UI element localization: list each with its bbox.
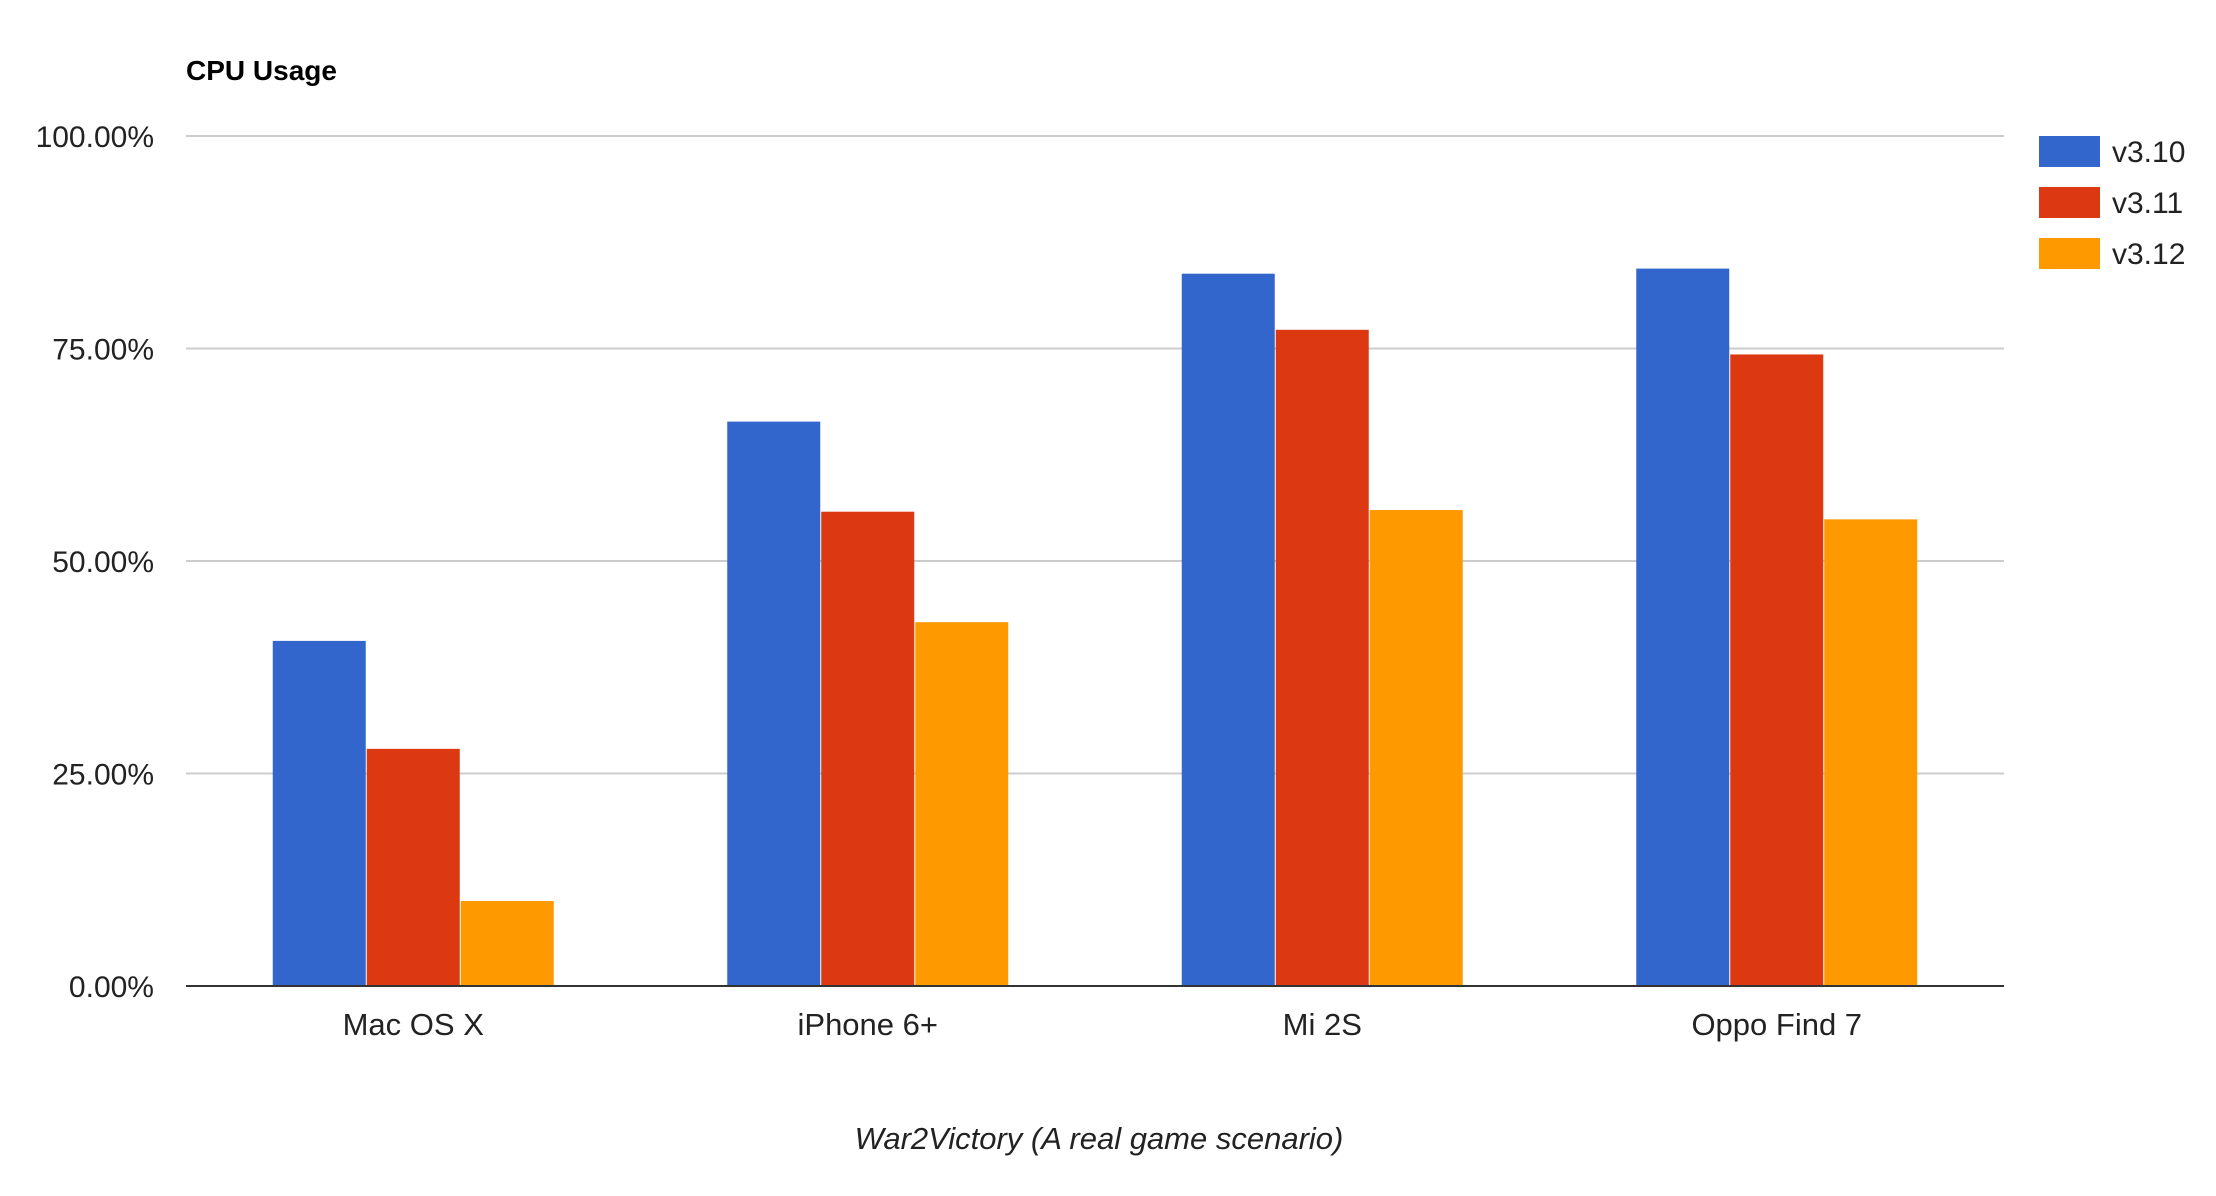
- bar-v3-12-iphone-6-: [915, 622, 1009, 986]
- x-axis-category-labels: Mac OS X iPhone 6+ Mi 2S Oppo Find 7: [343, 1007, 1862, 1042]
- bar-v3-11-oppo-find-7: [1730, 354, 1824, 986]
- x-category-label: Mi 2S: [1283, 1007, 1362, 1042]
- bar-v3-10-mi-2s: [1181, 273, 1275, 986]
- legend-label: v3.11: [2112, 187, 2183, 220]
- bar-v3-11-mac-os-x: [366, 748, 460, 986]
- bar-v3-12-mac-os-x: [460, 901, 554, 986]
- bar-v3-12-oppo-find-7: [1824, 519, 1918, 986]
- bar-v3-10-oppo-find-7: [1636, 268, 1730, 987]
- y-tick-label: 100.00%: [36, 121, 154, 154]
- bars: [272, 268, 1918, 987]
- y-tick-label: 75.00%: [52, 334, 154, 367]
- bar-v3-12-mi-2s: [1369, 510, 1463, 986]
- chart-title: CPU Usage: [186, 55, 337, 86]
- x-category-label: Mac OS X: [343, 1007, 485, 1042]
- y-axis-tick-labels: 0.00% 25.00% 50.00% 75.00% 100.00%: [36, 121, 154, 1004]
- x-category-label: Oppo Find 7: [1691, 1007, 1862, 1042]
- legend-label: v3.12: [2112, 238, 2185, 271]
- bar-v3-11-iphone-6-: [821, 511, 915, 986]
- legend-swatch: [2039, 187, 2100, 218]
- y-tick-label: 0.00%: [69, 971, 154, 1004]
- legend: v3.10 v3.11 v3.12: [2039, 136, 2185, 271]
- x-axis-title: War2Victory (A real game scenario): [855, 1121, 1344, 1156]
- y-tick-label: 25.00%: [52, 759, 154, 792]
- bar-v3-10-iphone-6-: [727, 421, 821, 987]
- x-category-label: iPhone 6+: [798, 1007, 938, 1042]
- bar-v3-10-mac-os-x: [272, 640, 366, 986]
- legend-swatch: [2039, 136, 2100, 167]
- legend-label: v3.10: [2112, 136, 2185, 169]
- legend-swatch: [2039, 238, 2100, 269]
- y-tick-label: 50.00%: [52, 546, 154, 579]
- bar-v3-11-mi-2s: [1275, 329, 1369, 986]
